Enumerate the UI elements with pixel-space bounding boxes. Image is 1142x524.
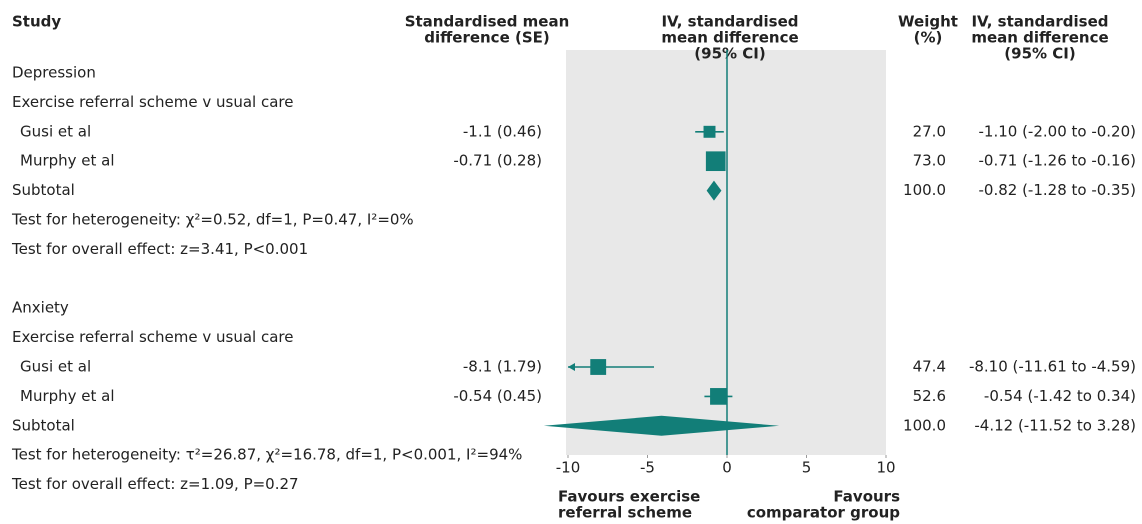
subtotal-weight: 100.0 bbox=[903, 181, 946, 199]
x-tick-label: 5 bbox=[802, 459, 812, 477]
header-plot: mean difference bbox=[661, 29, 798, 47]
overall-effect: Test for overall effect: z=1.09, P=0.27 bbox=[11, 475, 299, 493]
subtotal-name: Subtotal bbox=[12, 181, 75, 199]
header-weight: Weight bbox=[898, 13, 958, 31]
study-ci: -8.10 (-11.61 to -4.59) bbox=[969, 358, 1136, 376]
study-name: Murphy et al bbox=[20, 387, 115, 405]
group-title: Depression bbox=[12, 64, 96, 82]
subtotal-diamond bbox=[706, 180, 722, 201]
header-ci: IV, standardised bbox=[971, 13, 1108, 31]
header-weight: (%) bbox=[914, 29, 943, 47]
study-ci: -0.71 (-1.26 to -0.16) bbox=[979, 152, 1137, 170]
study-smd: -8.1 (1.79) bbox=[463, 358, 542, 376]
x-tick-label: -5 bbox=[640, 459, 655, 477]
study-smd: -0.71 (0.28) bbox=[453, 152, 542, 170]
study-marker bbox=[703, 125, 716, 138]
favours-left: referral scheme bbox=[558, 504, 692, 522]
subtotal-ci: -4.12 (-11.52 to 3.28) bbox=[974, 416, 1136, 434]
study-ci: -0.54 (-1.42 to 0.34) bbox=[984, 387, 1136, 405]
subtotal-diamond bbox=[543, 415, 780, 436]
subgroup-title: Exercise referral scheme v usual care bbox=[12, 93, 293, 111]
header-ci: mean difference bbox=[971, 29, 1108, 47]
study-marker bbox=[705, 151, 726, 172]
study-name: Gusi et al bbox=[20, 122, 91, 140]
subtotal-weight: 100.0 bbox=[903, 416, 946, 434]
x-tick-label: 0 bbox=[722, 459, 732, 477]
overall-effect: Test for overall effect: z=3.41, P<0.001 bbox=[11, 240, 308, 258]
favours-left: Favours exercise bbox=[558, 488, 700, 506]
study-weight: 47.4 bbox=[913, 358, 946, 376]
study-weight: 73.0 bbox=[913, 152, 946, 170]
study-marker bbox=[710, 388, 727, 405]
header-ci: (95% CI) bbox=[1004, 45, 1075, 63]
ci-arrow bbox=[568, 363, 575, 371]
study-ci: -1.10 (-2.00 to -0.20) bbox=[979, 122, 1137, 140]
study-smd: -1.1 (0.46) bbox=[463, 122, 542, 140]
header-study: Study bbox=[12, 13, 61, 31]
study-weight: 27.0 bbox=[913, 122, 946, 140]
subtotal-name: Subtotal bbox=[12, 416, 75, 434]
favours-right: Favours bbox=[833, 488, 900, 506]
subtotal-ci: -0.82 (-1.28 to -0.35) bbox=[979, 181, 1137, 199]
study-weight: 52.6 bbox=[913, 387, 946, 405]
favours-right: comparator group bbox=[747, 504, 900, 522]
x-tick-label: 10 bbox=[876, 459, 895, 477]
header-plot: IV, standardised bbox=[661, 13, 798, 31]
header-smd: Standardised mean bbox=[405, 13, 570, 31]
plot-background bbox=[566, 50, 886, 455]
group-title: Anxiety bbox=[12, 299, 69, 317]
subgroup-title: Exercise referral scheme v usual care bbox=[12, 328, 293, 346]
study-smd: -0.54 (0.45) bbox=[453, 387, 542, 405]
study-name: Gusi et al bbox=[20, 358, 91, 376]
study-name: Murphy et al bbox=[20, 152, 115, 170]
header-plot: (95% CI) bbox=[694, 45, 765, 63]
heterogeneity: Test for heterogeneity: χ²=0.52, df=1, P… bbox=[11, 211, 414, 229]
heterogeneity: Test for heterogeneity: τ²=26.87, χ²=16.… bbox=[11, 446, 522, 464]
study-marker bbox=[590, 359, 607, 375]
x-tick-label: -10 bbox=[556, 459, 581, 477]
header-smd: difference (SE) bbox=[424, 29, 550, 47]
